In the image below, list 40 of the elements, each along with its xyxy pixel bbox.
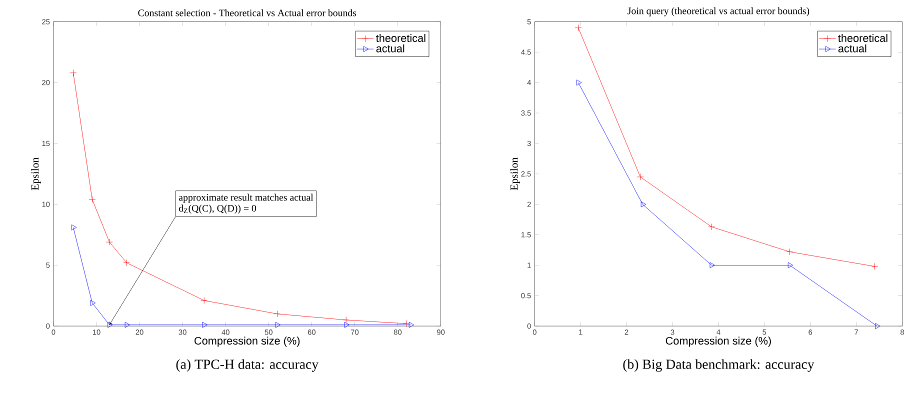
point bbox=[275, 322, 281, 328]
point bbox=[274, 310, 281, 318]
x-axis-title: Compression size (%) bbox=[194, 336, 300, 347]
point bbox=[200, 297, 208, 304]
point bbox=[640, 201, 646, 208]
chart-title: Constant selection - Theoretical vs Actual error bounds bbox=[138, 9, 356, 16]
point bbox=[875, 323, 880, 329]
chart-title: Join query (theoretical vs actual error bounds) bbox=[628, 7, 810, 16]
annotation: approximate result matches actual bbox=[178, 194, 314, 203]
legend-label: theoretical bbox=[376, 34, 426, 42]
legend-label: theoretical bbox=[838, 34, 888, 42]
point bbox=[574, 24, 582, 32]
legend-label: actual bbox=[376, 44, 404, 52]
y-axis-title: Epsilon bbox=[510, 157, 520, 190]
y-axis-title: Epsilon bbox=[31, 157, 41, 190]
annotation: d$_{Z}$(Q(C), Q(D)) = 0 bbox=[179, 204, 256, 214]
point bbox=[106, 238, 113, 246]
point bbox=[342, 316, 350, 324]
point bbox=[344, 322, 350, 328]
point bbox=[108, 322, 113, 328]
point bbox=[123, 259, 130, 266]
point bbox=[90, 300, 96, 306]
point bbox=[403, 320, 410, 327]
point bbox=[576, 80, 582, 86]
point bbox=[408, 322, 414, 328]
point bbox=[710, 262, 715, 268]
point bbox=[786, 248, 794, 256]
point bbox=[124, 322, 130, 328]
text: (a) TPC-H data: accuracy bbox=[176, 359, 319, 372]
point bbox=[788, 262, 794, 268]
x-axis-title: Compression size (%) bbox=[666, 336, 771, 347]
point bbox=[88, 196, 96, 203]
point bbox=[871, 262, 878, 270]
point bbox=[202, 322, 208, 328]
text: (b) Big Data benchmark: accuracy bbox=[623, 359, 814, 372]
point bbox=[71, 224, 77, 230]
point bbox=[708, 223, 715, 230]
legend-label: actual bbox=[838, 44, 866, 52]
point bbox=[636, 173, 644, 180]
point bbox=[70, 69, 77, 76]
